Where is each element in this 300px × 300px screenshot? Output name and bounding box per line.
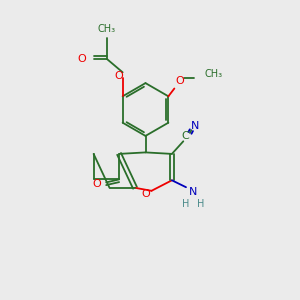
- Text: N: N: [191, 121, 199, 131]
- Text: O: O: [142, 189, 151, 200]
- Text: N: N: [188, 187, 197, 197]
- Text: H: H: [182, 199, 190, 209]
- Text: C: C: [182, 131, 189, 141]
- Text: CH₃: CH₃: [204, 68, 222, 79]
- Text: O: O: [175, 76, 184, 86]
- Text: H: H: [197, 199, 205, 209]
- Text: O: O: [114, 70, 123, 81]
- Text: O: O: [93, 178, 102, 189]
- Text: CH₃: CH₃: [98, 24, 116, 34]
- Text: O: O: [77, 54, 86, 64]
